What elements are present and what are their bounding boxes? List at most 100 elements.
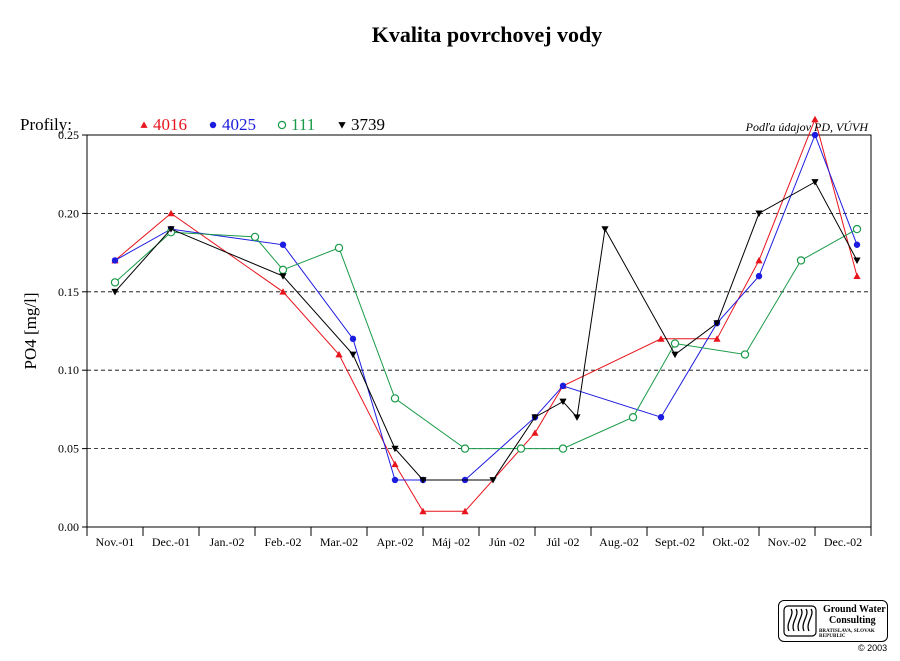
- data-point: [853, 272, 861, 279]
- legend-title: Profily:: [20, 115, 72, 134]
- series-4016: [111, 115, 861, 515]
- x-tick-label: Dec.-02: [824, 535, 862, 549]
- data-point: [740, 350, 750, 359]
- x-tick-label: Aug.-02: [599, 535, 639, 549]
- data-point: [391, 460, 399, 468]
- data-point: [460, 444, 470, 453]
- copyright-notice: © 2003: [858, 643, 888, 653]
- data-point: [390, 394, 400, 403]
- data-point: [111, 257, 119, 264]
- data-point: [391, 476, 399, 484]
- legend-marker: [338, 122, 346, 129]
- data-point: [559, 398, 567, 406]
- data-point: [111, 288, 119, 296]
- grid-lines: [87, 212, 871, 450]
- data-point: [461, 507, 469, 515]
- legend-label: 3739: [351, 115, 385, 134]
- data-point: [671, 351, 679, 359]
- legend-label: 4016: [153, 115, 187, 134]
- x-tick-label: Máj -02: [432, 535, 470, 549]
- x-tick-label: Dec.-01: [152, 535, 190, 549]
- data-series: [110, 115, 862, 515]
- data-point: [670, 339, 680, 348]
- legend: Profily: 4016 4025 111 3739: [20, 115, 385, 134]
- data-point: [279, 241, 287, 248]
- data-point: [811, 179, 819, 186]
- data-point: [279, 273, 287, 280]
- source-note: Podľa údajov PD, VÚVH: [745, 120, 870, 134]
- chart-title: Kvalita povrchovej vody: [371, 22, 603, 47]
- y-tick-label: 0.05: [58, 442, 79, 456]
- data-point: [853, 257, 861, 265]
- data-point: [349, 351, 357, 359]
- series-111: [110, 224, 862, 453]
- data-point: [516, 444, 526, 453]
- data-point: [755, 210, 763, 217]
- legend-label: 4025: [222, 115, 256, 134]
- logo-text-line3: BRATISLAVA, SLOVAK REPUBLIC: [819, 629, 875, 639]
- series-3739: [111, 179, 861, 484]
- data-point: [811, 115, 819, 123]
- data-point: [279, 288, 287, 295]
- wave-logo-icon: [783, 605, 817, 637]
- data-point: [278, 265, 288, 275]
- series-4025: [111, 131, 861, 484]
- data-point: [419, 477, 427, 484]
- logo-text-line2: Consulting: [829, 615, 876, 626]
- x-tick-label: Jan.-02: [210, 535, 245, 549]
- data-point: [419, 507, 427, 515]
- plot-area: [86, 134, 872, 528]
- data-point: [531, 429, 539, 436]
- data-point: [755, 272, 763, 280]
- data-point: [489, 477, 497, 484]
- data-point: [558, 444, 568, 453]
- y-axis-label: PO4 [mg/l]: [21, 293, 40, 370]
- series-line: [114, 228, 858, 450]
- legend-marker: [140, 121, 148, 128]
- logo-text-line1: Ground Water: [823, 604, 886, 615]
- data-point: [167, 226, 175, 233]
- data-point: [852, 224, 862, 234]
- data-point: [657, 335, 665, 342]
- series-line: [114, 181, 858, 481]
- data-point: [110, 278, 120, 287]
- legend-marker: [209, 121, 217, 129]
- series-line: [114, 117, 858, 512]
- data-point: [559, 382, 567, 390]
- data-point: [796, 256, 806, 265]
- data-point: [349, 335, 357, 343]
- x-tick-label: Nov.-02: [768, 535, 807, 549]
- x-tick-label: Okt.-02: [713, 535, 750, 549]
- y-tick-label: 0.20: [58, 206, 79, 220]
- data-point: [573, 414, 581, 421]
- y-tick-label: 0.00: [58, 520, 79, 534]
- y-tick-label: 0.25: [58, 128, 79, 142]
- x-tick-label: Mar.-02: [320, 535, 358, 549]
- data-point: [334, 243, 344, 253]
- y-tick-label: 0.10: [58, 363, 79, 377]
- x-tick-label: Feb.-02: [265, 535, 302, 549]
- data-point: [657, 414, 665, 421]
- legend-label: 111: [291, 115, 315, 134]
- data-point: [531, 414, 539, 421]
- data-point: [713, 335, 721, 342]
- axes: 0.00 0.05 0.10 0.15 0.20 0.25 Nov.-01 Dec.-01 Ja…: [58, 128, 872, 549]
- x-tick-label: Sept.-02: [655, 535, 695, 549]
- data-point: [755, 256, 763, 264]
- series-line: [114, 133, 858, 481]
- legend-marker: [277, 120, 287, 130]
- x-tick-label: Nov.-01: [96, 535, 135, 549]
- x-tick-label: Júl -02: [547, 535, 580, 549]
- data-point: [250, 232, 260, 242]
- x-tick-label: Jún -02: [489, 535, 525, 549]
- data-point: [391, 445, 399, 453]
- data-point: [628, 413, 638, 422]
- data-point: [811, 131, 819, 139]
- data-point: [335, 350, 343, 358]
- data-point: [167, 209, 175, 217]
- company-logo: Ground Water Consulting BRATISLAVA, SLOV…: [778, 600, 888, 642]
- data-point: [853, 241, 861, 248]
- x-tick-label: Apr.-02: [377, 535, 414, 549]
- y-tick-label: 0.15: [58, 285, 79, 299]
